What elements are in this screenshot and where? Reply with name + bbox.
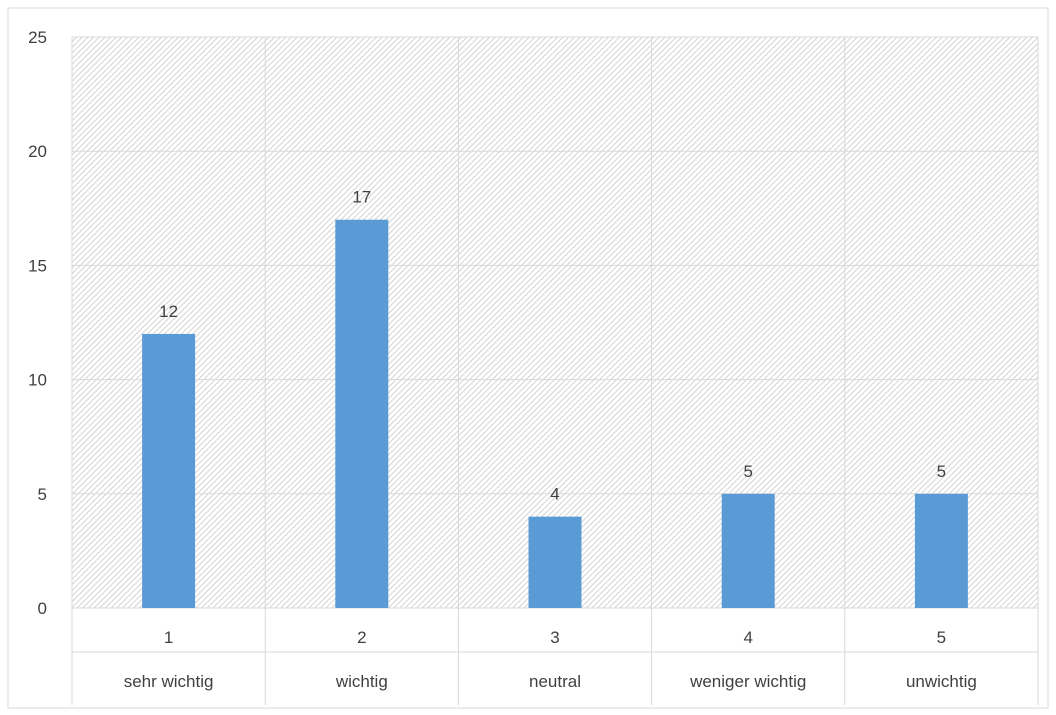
category-name-label: sehr wichtig (124, 672, 214, 691)
y-tick-label: 0 (38, 599, 47, 618)
bar (528, 516, 582, 608)
category-tick-label: 3 (550, 628, 559, 647)
bar (721, 493, 775, 608)
bar (142, 333, 196, 608)
y-tick-label: 15 (28, 256, 47, 275)
y-tick-label: 10 (28, 371, 47, 390)
category-name-label: unwichtig (906, 672, 977, 691)
data-label: 12 (159, 302, 178, 321)
y-tick-label: 5 (38, 485, 47, 504)
category-tick-label: 5 (937, 628, 946, 647)
category-name-label: wichtig (335, 672, 388, 691)
data-label: 5 (743, 462, 752, 481)
category-tick-label: 2 (357, 628, 366, 647)
data-label: 4 (550, 485, 559, 504)
plot-area (72, 37, 1038, 608)
category-tick-label: 4 (743, 628, 752, 647)
category-tick-label: 1 (164, 628, 173, 647)
data-label: 17 (352, 188, 371, 207)
y-tick-label: 25 (28, 28, 47, 47)
y-tick-label: 20 (28, 142, 47, 161)
category-name-label: neutral (529, 672, 581, 691)
bar (335, 219, 389, 608)
category-name-label: weniger wichtig (689, 672, 806, 691)
bar (914, 493, 968, 608)
data-label: 5 (937, 462, 946, 481)
